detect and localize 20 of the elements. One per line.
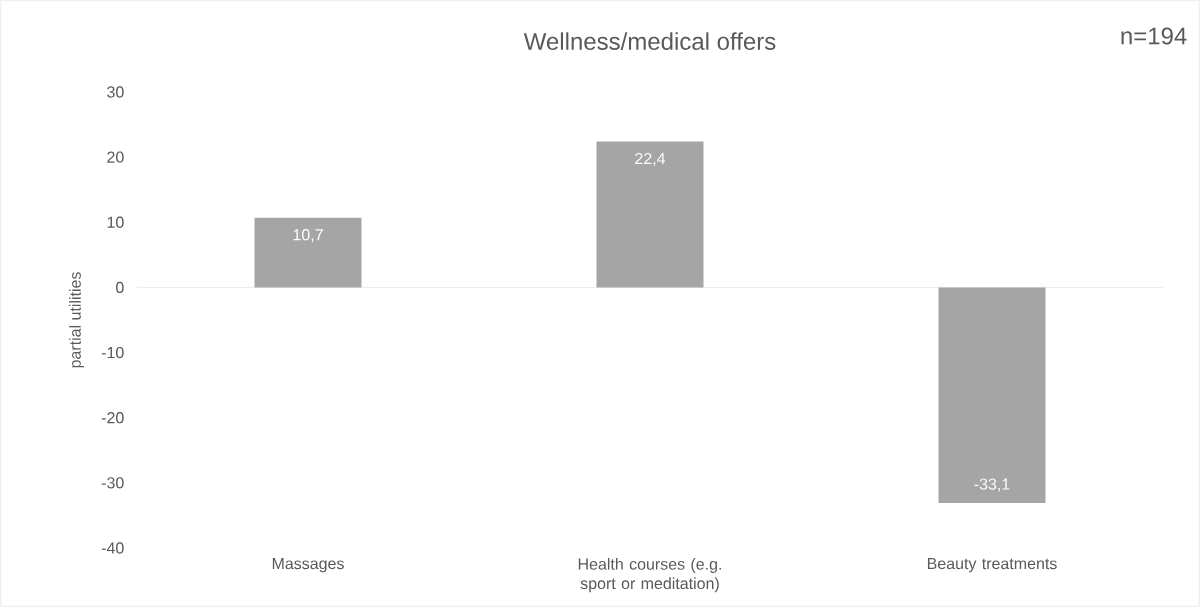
bar: [938, 287, 1046, 504]
y-tick-label: 10: [107, 216, 124, 228]
y-tick-label: 20: [107, 151, 124, 163]
data-label: 10,7: [293, 229, 323, 243]
text: n=194: [1121, 27, 1187, 45]
chart-title: Wellness/medical offers: [523, 32, 776, 50]
y-tick-label: 0: [116, 281, 124, 294]
bar: [596, 141, 704, 288]
y-axis-title: partial utilities: [69, 272, 85, 368]
data-label: 22,4: [635, 152, 666, 167]
y-tick-label: -20: [101, 412, 124, 424]
x-tick-label: Health courses (e.g. sport or meditation): [578, 558, 721, 593]
y-tick-label: 30: [107, 86, 124, 98]
x-tick-label: Beauty treatments: [927, 558, 1057, 573]
data-label: -33,1: [974, 478, 1010, 492]
y-tick-label: -10: [101, 346, 124, 359]
x-tick-label: Massages: [272, 558, 344, 573]
y-tick-label: -30: [101, 477, 124, 489]
bar: [254, 217, 362, 288]
y-tick-label: -40: [101, 542, 124, 554]
